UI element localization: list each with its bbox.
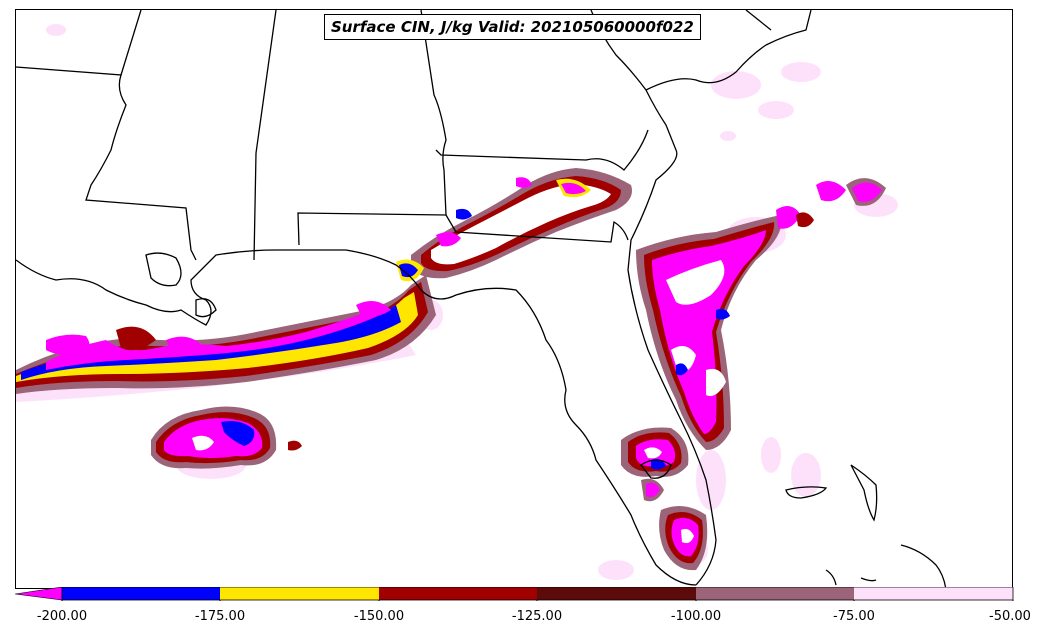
colorbar-bin-5: [696, 587, 854, 600]
map-panel: [15, 9, 1013, 589]
offshore-cin-blob: [151, 406, 302, 469]
map-title: Surface CIN, J/kg Valid: 202105060000f02…: [324, 14, 701, 40]
colorbar-bin-6: [854, 587, 1013, 600]
colorbar-bin-1: [62, 587, 220, 600]
colorbar-tick-label: -100.00: [670, 609, 722, 624]
panhandle-cin-band: [396, 168, 632, 282]
colorbar-bin-3: [379, 587, 537, 600]
light-pink-areas: [16, 24, 898, 580]
colorbar-tick-label: -75.00: [833, 609, 875, 624]
colorbar-tick-label: -175.00: [194, 609, 246, 624]
east-florida-cin-band: [636, 178, 886, 450]
coastlines-borders: [16, 10, 947, 588]
colorbar-tick-label: -150.00: [353, 609, 405, 624]
colorbar-extend-min: [15, 587, 63, 601]
colorbar: [15, 587, 1014, 601]
colorbar-bin-2: [220, 587, 379, 600]
colorbar-tick-label: -50.00: [989, 609, 1031, 624]
gulf-cin-band: [16, 275, 436, 394]
colorbar-tick-label: -200.00: [36, 609, 88, 624]
colorbar-bin-4: [537, 587, 696, 600]
cin-map: [16, 10, 947, 588]
south-florida-cin-blobs: [621, 427, 708, 571]
colorbar-tick-label: -125.00: [511, 609, 563, 624]
